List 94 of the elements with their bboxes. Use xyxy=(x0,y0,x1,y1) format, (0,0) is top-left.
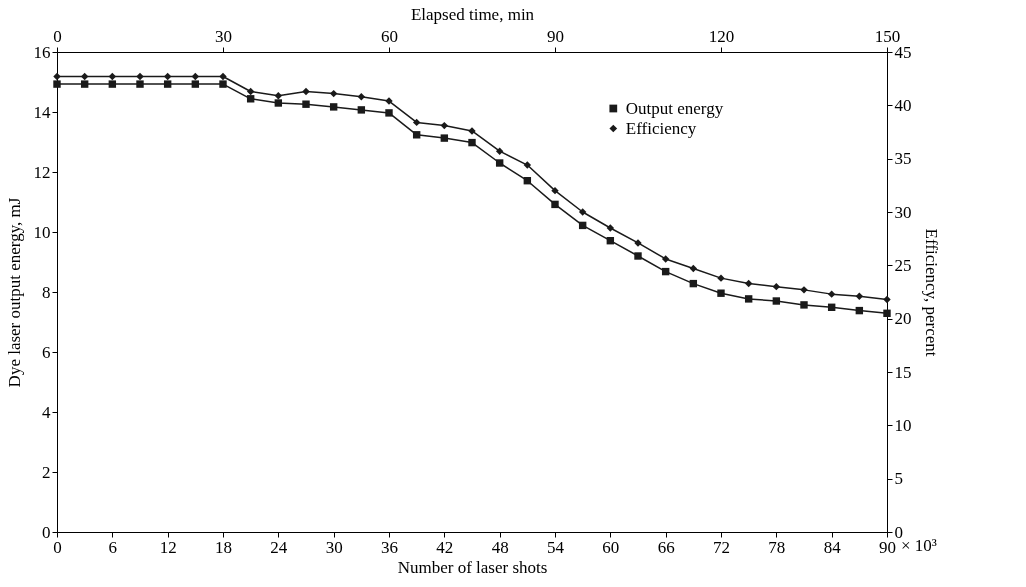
y2-tick-label: 20 xyxy=(894,309,912,329)
point xyxy=(495,159,504,167)
point xyxy=(495,147,504,155)
point xyxy=(53,72,61,81)
y-tick-label: 2 xyxy=(42,462,51,482)
x-axis-title: Number of laser shots xyxy=(397,557,548,577)
point xyxy=(883,295,891,304)
point xyxy=(772,282,781,291)
point xyxy=(108,80,117,88)
point xyxy=(883,309,891,318)
x2-tick-label: 90 xyxy=(547,26,564,46)
x-tick-label: 78 xyxy=(768,537,786,557)
point xyxy=(412,118,421,127)
y2-tick-label: 35 xyxy=(894,149,912,169)
x-tick-label: 24 xyxy=(270,537,288,557)
point xyxy=(246,95,255,103)
x-tick-label: 30 xyxy=(325,537,343,557)
point xyxy=(551,200,559,209)
point xyxy=(80,72,89,81)
point xyxy=(689,264,698,273)
y2-tick-label: 25 xyxy=(894,255,912,275)
point xyxy=(827,290,836,298)
point xyxy=(551,186,559,195)
y2-tick-label: 10 xyxy=(894,415,912,435)
x-tick-label: 54 xyxy=(547,537,565,557)
point xyxy=(800,301,808,309)
x-tick-label: 60 xyxy=(602,537,620,557)
point xyxy=(772,297,781,305)
y-tick-label: 14 xyxy=(33,102,51,122)
x-tick-label: 90 xyxy=(879,537,896,557)
point xyxy=(634,252,642,260)
point xyxy=(219,80,227,88)
point xyxy=(274,92,283,100)
point xyxy=(163,72,172,81)
point xyxy=(357,106,366,114)
point xyxy=(53,80,61,88)
y-tick-label: 0 xyxy=(42,522,51,542)
point xyxy=(329,103,338,111)
y2-tick-label: 0 xyxy=(894,522,903,542)
y2-tick-label: 15 xyxy=(894,362,912,382)
x-tick-label: 18 xyxy=(215,537,232,557)
point xyxy=(219,72,227,81)
point xyxy=(108,72,117,81)
point xyxy=(191,80,200,88)
point xyxy=(163,80,172,88)
point xyxy=(329,89,338,98)
y-tick-label: 12 xyxy=(33,162,51,182)
point xyxy=(440,134,449,142)
x-tick-label: 12 xyxy=(159,537,177,557)
point xyxy=(855,292,864,300)
point xyxy=(468,138,476,147)
x-tick-label: 48 xyxy=(491,537,509,557)
point xyxy=(136,72,144,81)
point xyxy=(274,99,283,107)
point xyxy=(744,279,753,288)
y-tick-label: 10 xyxy=(33,222,51,242)
x-tick-label: 84 xyxy=(823,537,842,557)
legend-label: Output energy xyxy=(625,98,724,118)
point xyxy=(302,100,310,108)
x2-tick-label: 60 xyxy=(381,26,398,46)
x-tick-label: 66 xyxy=(657,537,675,557)
point xyxy=(385,109,393,117)
point xyxy=(302,87,310,96)
y2-axis-title: Efficiency, percent xyxy=(921,228,941,357)
point xyxy=(606,224,615,232)
y-tick-label: 4 xyxy=(42,402,51,422)
point xyxy=(80,80,89,88)
y2-tick-label: 5 xyxy=(894,469,903,489)
x2-tick-label: 120 xyxy=(708,26,735,46)
y-tick-label: 16 xyxy=(33,42,51,62)
y-axis-title: Dye laser output energy, mJ xyxy=(4,197,24,388)
x-tick-label: 42 xyxy=(436,537,454,557)
y2-tick-label: 30 xyxy=(894,202,912,222)
point xyxy=(136,80,144,88)
x-tick-label: 6 xyxy=(108,537,118,557)
text: × 10³ xyxy=(901,536,937,555)
point xyxy=(246,87,255,96)
x2-tick-label: 30 xyxy=(215,26,232,46)
x-tick-label: 36 xyxy=(381,537,398,557)
y2-tick-label: 40 xyxy=(894,95,912,115)
x2-axis-title: Elapsed time, min xyxy=(410,4,535,24)
x-tick-label: 72 xyxy=(713,537,730,557)
point xyxy=(412,131,421,139)
point xyxy=(191,72,200,81)
y-tick-label: 8 xyxy=(42,282,51,302)
y-tick-label: 6 xyxy=(42,342,51,362)
point xyxy=(523,161,532,169)
point xyxy=(357,93,366,101)
point xyxy=(744,295,753,303)
point xyxy=(661,255,670,263)
point xyxy=(717,289,725,297)
legend-label: Efficiency xyxy=(625,118,697,138)
point xyxy=(440,121,449,130)
point xyxy=(578,208,587,216)
